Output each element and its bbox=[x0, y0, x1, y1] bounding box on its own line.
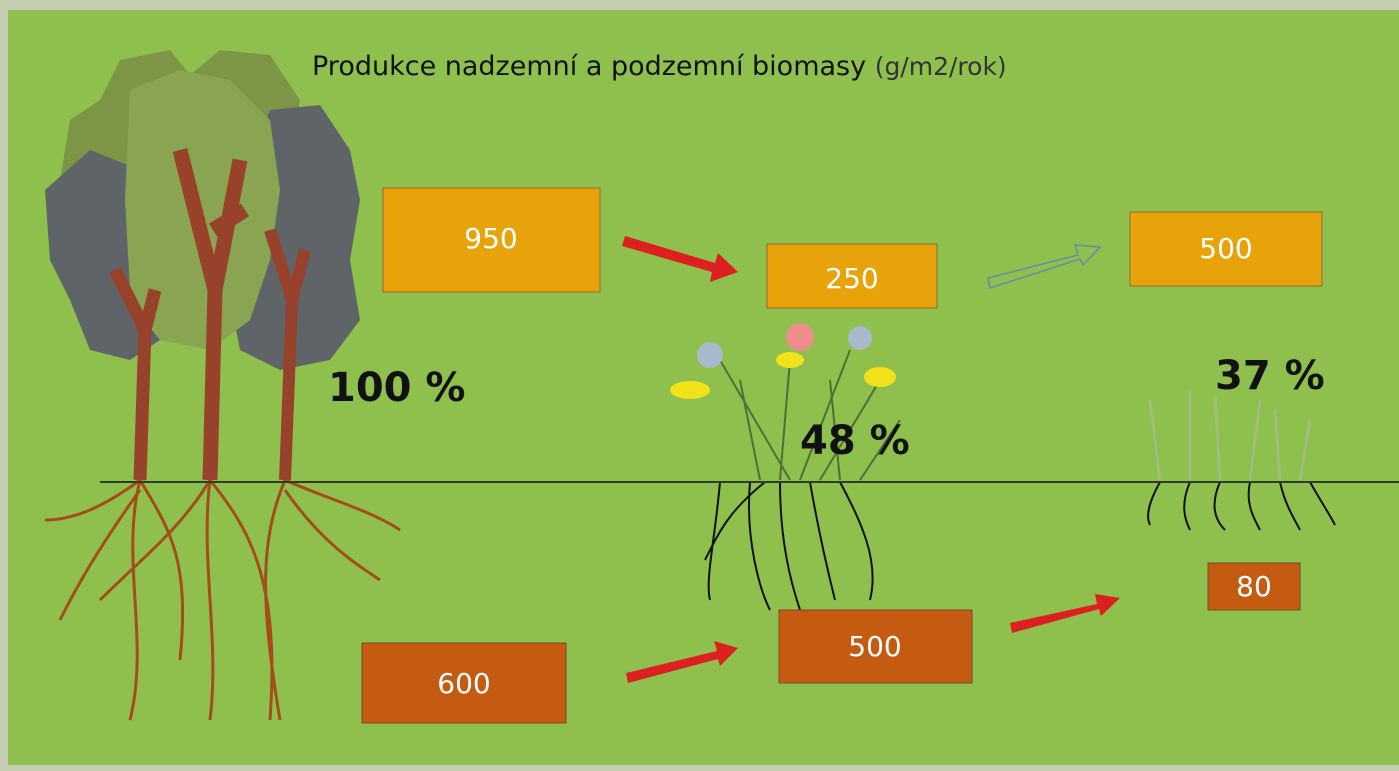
box-label: 80 bbox=[1236, 570, 1272, 603]
box-label: 250 bbox=[825, 262, 878, 295]
box-above bbox=[382, 187, 601, 293]
title: Produkce nadzemní a podzemní biomasy (g/… bbox=[312, 51, 1007, 82]
arrows bbox=[622, 236, 1120, 683]
meadow-plant bbox=[670, 323, 901, 611]
box-label: 950 bbox=[464, 222, 517, 255]
box-below bbox=[1207, 562, 1301, 611]
tree-roots bbox=[44, 478, 401, 721]
percentage: 100 % bbox=[328, 365, 466, 411]
box-label: 600 bbox=[437, 667, 490, 700]
box-above bbox=[1129, 211, 1323, 287]
trees bbox=[45, 50, 360, 481]
box-below bbox=[778, 609, 973, 684]
box-above bbox=[766, 243, 938, 309]
title-unit: (g/m2/rok) bbox=[875, 52, 1007, 81]
box-label: 500 bbox=[1199, 232, 1252, 265]
grass-plant bbox=[1147, 390, 1336, 531]
percentage: 48 % bbox=[800, 418, 910, 464]
box-label: 500 bbox=[848, 630, 901, 663]
percentage: 37 % bbox=[1215, 353, 1325, 399]
title-main: Produkce nadzemní a podzemní biomasy bbox=[312, 51, 866, 82]
box-below bbox=[361, 642, 567, 724]
